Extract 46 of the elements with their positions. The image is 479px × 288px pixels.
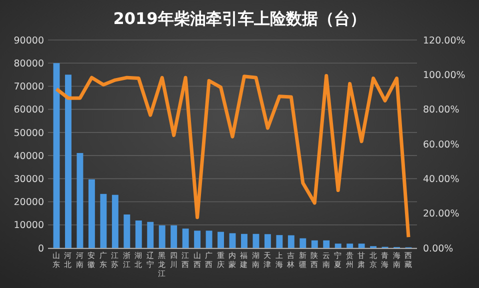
bar bbox=[241, 234, 248, 248]
bar bbox=[88, 179, 95, 248]
bar bbox=[76, 153, 84, 248]
bar bbox=[276, 235, 283, 248]
line-series bbox=[54, 74, 410, 239]
bar bbox=[323, 240, 330, 248]
y2-tick-label: 100.00% bbox=[423, 70, 466, 81]
bar bbox=[229, 233, 236, 248]
y-tick-label: 70000 bbox=[14, 82, 44, 93]
bar bbox=[100, 194, 107, 248]
bar bbox=[358, 244, 365, 248]
y-tick-label: 50000 bbox=[14, 128, 44, 139]
bar bbox=[112, 194, 118, 248]
chart-title: 2019年柴油牵引车上险数据（台） bbox=[113, 9, 366, 28]
y2-tick-label: 0.00% bbox=[423, 243, 454, 254]
y-tick-label: 80000 bbox=[14, 58, 44, 70]
bar bbox=[65, 74, 72, 248]
bar bbox=[252, 234, 260, 248]
bar bbox=[147, 222, 154, 248]
bar bbox=[194, 230, 201, 248]
bar bbox=[311, 240, 318, 248]
bar bbox=[264, 234, 271, 248]
bar bbox=[124, 214, 130, 248]
y2-tick-label: 80.00% bbox=[423, 104, 460, 116]
bar bbox=[170, 225, 178, 248]
y-tick-label: 60000 bbox=[14, 104, 44, 116]
bar bbox=[206, 230, 212, 248]
y-tick-label: 20000 bbox=[14, 197, 44, 208]
bar bbox=[182, 228, 189, 248]
bar bbox=[300, 238, 306, 248]
bar bbox=[346, 244, 354, 248]
bar bbox=[218, 232, 224, 248]
bar bbox=[334, 244, 342, 248]
y2-tick-label: 40.00% bbox=[423, 174, 460, 185]
bar bbox=[53, 63, 60, 248]
y-tick-label: 10000 bbox=[14, 220, 44, 232]
bar bbox=[158, 225, 166, 248]
y2-tick-label: 20.00% bbox=[423, 208, 460, 220]
y2-tick-label: 60.00% bbox=[423, 139, 460, 150]
y-tick-label: 40000 bbox=[14, 150, 44, 162]
y2-tick-label: 120.00% bbox=[423, 35, 466, 46]
y-tick-label: 90000 bbox=[14, 35, 44, 46]
y-tick-label: 30000 bbox=[14, 174, 44, 185]
y-tick-label: 0 bbox=[38, 243, 44, 254]
bar bbox=[135, 220, 142, 248]
bar bbox=[288, 235, 294, 248]
